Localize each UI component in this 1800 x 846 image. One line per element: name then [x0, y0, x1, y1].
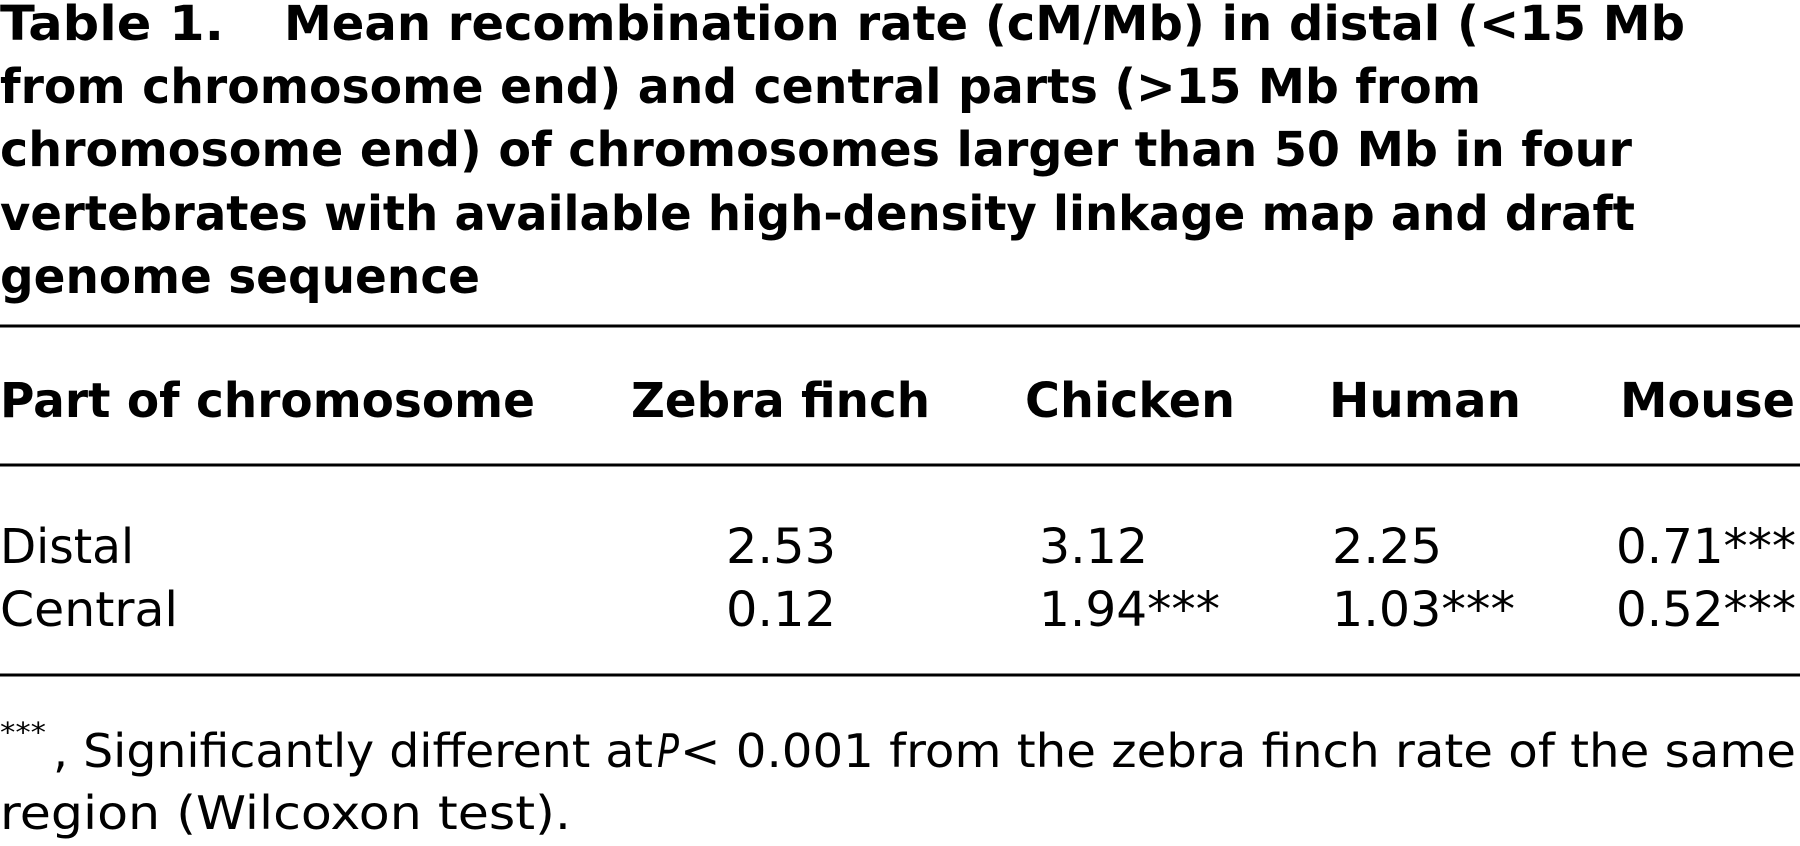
caption-label: Table 1. [0, 0, 224, 52]
caption-title-line: vertebrates with available high-density … [0, 186, 1635, 242]
table-cell: 0.71*** [1616, 519, 1796, 575]
table-cell: 0.12 [726, 582, 836, 638]
column-header: Mouse [1620, 373, 1795, 429]
column-header: Part of chromosome [0, 373, 535, 429]
table-cell: 2.53 [726, 519, 836, 575]
footnote-text: , Significantly different at [53, 724, 653, 778]
footnote-text: P [657, 724, 679, 778]
row-label: Distal [0, 519, 134, 575]
caption-title-line: Mean recombination rate (cM/Mb) in dista… [284, 0, 1685, 52]
column-header: Chicken [1025, 373, 1235, 429]
column-header: Human [1329, 373, 1521, 429]
footnote-text: region (Wilcoxon test). [0, 786, 571, 840]
table-cell: 0.52*** [1616, 582, 1796, 638]
caption-title-line: chromosome end) of chromosomes larger th… [0, 122, 1632, 178]
table-cell: 1.94*** [1039, 582, 1220, 638]
footnote-text: < 0.001 from the zebra finch rate of the… [680, 724, 1796, 778]
footnote-marker: *** [0, 716, 46, 749]
row-label: Central [0, 582, 178, 638]
caption-title-line: from chromosome end) and central parts (… [0, 59, 1481, 115]
table-cell: 1.03*** [1332, 582, 1515, 638]
table-cell: 3.12 [1039, 519, 1148, 575]
column-header: Zebra finch [631, 373, 930, 429]
table-cell: 2.25 [1332, 519, 1442, 575]
caption-title-line: genome sequence [0, 249, 480, 305]
